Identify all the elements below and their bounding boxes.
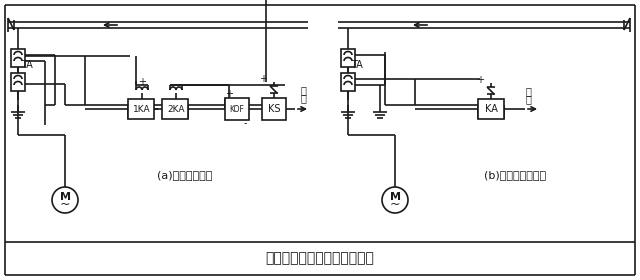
Text: 号: 号	[525, 94, 531, 104]
Text: KS: KS	[268, 104, 280, 114]
Bar	[128, 99, 154, 119]
Bar	[162, 99, 188, 119]
Bar	[478, 99, 504, 119]
Text: ~: ~	[60, 197, 70, 211]
Text: 2KA: 2KA	[167, 104, 185, 113]
Text: +: +	[259, 74, 267, 84]
Text: (a)两相星形接线: (a)两相星形接线	[157, 170, 212, 180]
Text: +: +	[476, 75, 484, 85]
Text: 电动机电流速断保护原理接线: 电动机电流速断保护原理接线	[266, 251, 374, 265]
Text: 信: 信	[300, 85, 306, 95]
Text: +: +	[138, 77, 146, 87]
Bar	[341, 73, 355, 91]
Text: KA: KA	[484, 104, 497, 114]
Text: ~: ~	[390, 197, 400, 211]
Text: M: M	[60, 192, 70, 202]
Text: TA: TA	[351, 60, 363, 70]
Text: (b)两相电流差接线: (b)两相电流差接线	[484, 170, 546, 180]
Bar	[262, 98, 286, 120]
Circle shape	[382, 187, 408, 213]
Text: KOF: KOF	[230, 104, 244, 113]
Text: M: M	[390, 192, 401, 202]
Bar	[11, 49, 25, 67]
Text: +: +	[225, 89, 233, 99]
Text: -: -	[243, 118, 247, 128]
Circle shape	[52, 187, 78, 213]
Text: 信: 信	[525, 86, 531, 96]
Bar	[341, 49, 355, 67]
Text: TA: TA	[21, 60, 33, 70]
Text: 1KA: 1KA	[133, 104, 151, 113]
Bar	[11, 73, 25, 91]
Text: 号: 号	[300, 93, 306, 103]
Bar	[225, 98, 249, 120]
